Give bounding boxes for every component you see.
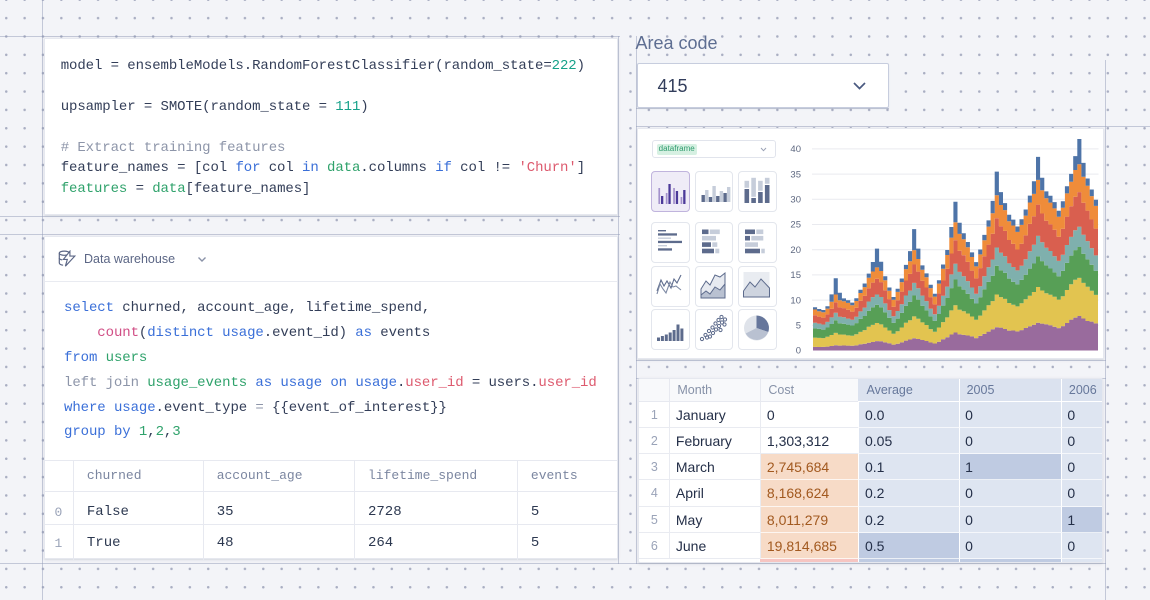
svg-text:35: 35 [790,169,801,180]
svg-text:20: 20 [790,244,801,255]
svg-text:10: 10 [790,295,801,306]
svg-text:5: 5 [796,320,801,331]
svg-text:0: 0 [796,345,801,356]
svg-text:15: 15 [790,270,801,281]
svg-text:40: 40 [790,144,801,155]
svg-text:30: 30 [790,194,801,205]
svg-text:25: 25 [790,219,801,230]
